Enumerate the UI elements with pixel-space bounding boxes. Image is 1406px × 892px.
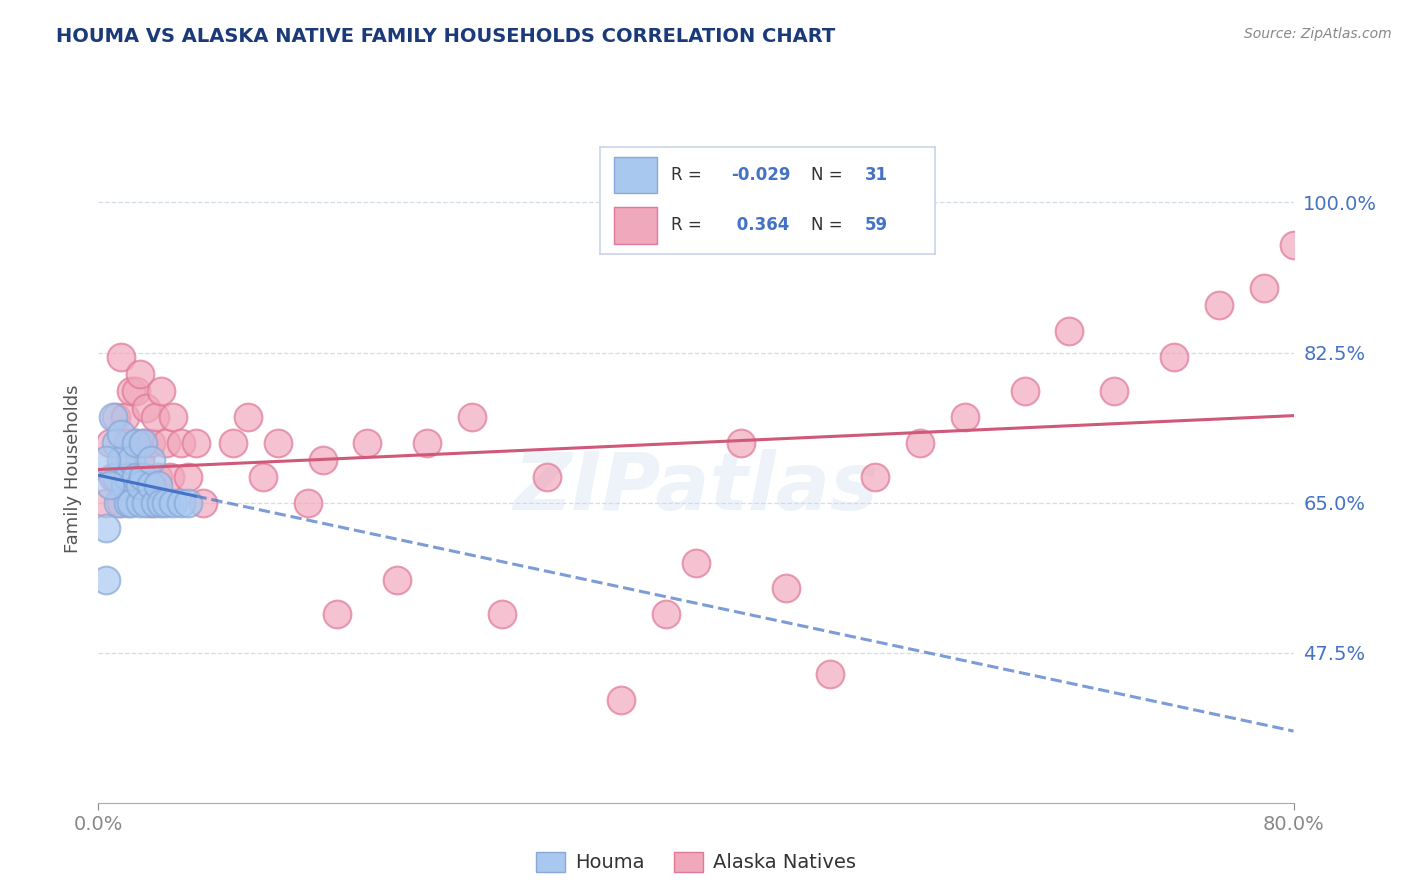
Point <box>169 435 191 450</box>
Point <box>110 427 132 442</box>
Point <box>908 435 931 450</box>
Point <box>236 409 259 424</box>
Point <box>114 478 136 492</box>
Point <box>103 409 125 424</box>
Point <box>1059 324 1081 338</box>
Point <box>685 556 707 570</box>
Point <box>385 573 409 587</box>
Point <box>775 582 797 596</box>
Point <box>356 435 378 450</box>
Point <box>162 495 184 509</box>
Point <box>184 435 207 450</box>
Point <box>110 452 132 467</box>
Point <box>120 452 142 467</box>
Point <box>169 495 191 509</box>
Point <box>129 367 152 381</box>
Point <box>1253 281 1275 295</box>
Point <box>177 470 200 484</box>
Point <box>150 384 173 398</box>
Point <box>155 495 177 509</box>
Point <box>143 495 166 509</box>
Point <box>105 409 128 424</box>
Point <box>132 470 155 484</box>
Point <box>107 495 129 509</box>
Point <box>139 452 162 467</box>
Point <box>143 409 166 424</box>
Point <box>148 478 170 492</box>
Point <box>150 495 173 509</box>
Point <box>222 435 245 450</box>
Point <box>117 495 139 509</box>
Point <box>132 435 155 450</box>
Point <box>1104 384 1126 398</box>
Point <box>820 667 842 681</box>
Point <box>94 495 117 509</box>
Point <box>135 495 157 509</box>
Point <box>191 495 214 509</box>
Point <box>610 693 633 707</box>
Point <box>125 470 148 484</box>
Point <box>655 607 678 621</box>
Point <box>139 478 162 492</box>
Point <box>114 452 136 467</box>
Point <box>94 452 117 467</box>
Legend: Houma, Alaska Natives: Houma, Alaska Natives <box>529 844 863 880</box>
Point <box>94 521 117 535</box>
Point <box>252 470 274 484</box>
Text: Source: ZipAtlas.com: Source: ZipAtlas.com <box>1244 27 1392 41</box>
Point <box>103 470 125 484</box>
Point <box>1208 298 1230 312</box>
Point <box>953 409 976 424</box>
Point <box>120 384 142 398</box>
Point <box>110 495 132 509</box>
Point <box>125 384 148 398</box>
Point <box>129 452 152 467</box>
Point <box>148 470 170 484</box>
Point <box>105 470 128 484</box>
Text: HOUMA VS ALASKA NATIVE FAMILY HOUSEHOLDS CORRELATION CHART: HOUMA VS ALASKA NATIVE FAMILY HOUSEHOLDS… <box>56 27 835 45</box>
Point <box>98 435 122 450</box>
Point <box>267 435 290 450</box>
Point <box>132 470 155 484</box>
Point <box>129 495 152 509</box>
Point <box>125 435 148 450</box>
Point <box>132 435 155 450</box>
Point <box>730 435 752 450</box>
Text: ZIPatlas: ZIPatlas <box>513 450 879 527</box>
Point <box>311 452 333 467</box>
Point <box>120 495 142 509</box>
Point <box>326 607 349 621</box>
Point <box>117 470 139 484</box>
Point <box>120 470 142 484</box>
Point <box>162 409 184 424</box>
Point <box>139 495 162 509</box>
Point <box>105 435 128 450</box>
Y-axis label: Family Households: Family Households <box>63 384 82 552</box>
Point <box>129 478 152 492</box>
Point <box>865 470 887 484</box>
Point <box>114 409 136 424</box>
Point <box>1014 384 1036 398</box>
Point <box>98 478 122 492</box>
Point <box>94 573 117 587</box>
Point <box>416 435 439 450</box>
Point <box>159 470 181 484</box>
Point <box>1282 238 1305 252</box>
Point <box>110 350 132 364</box>
Point <box>491 607 513 621</box>
Point <box>177 495 200 509</box>
Point <box>461 409 484 424</box>
Point <box>1163 350 1185 364</box>
Point <box>155 435 177 450</box>
Point <box>536 470 558 484</box>
Point <box>297 495 319 509</box>
Point <box>117 435 139 450</box>
Point <box>139 435 162 450</box>
Point <box>125 435 148 450</box>
Point <box>135 401 157 416</box>
